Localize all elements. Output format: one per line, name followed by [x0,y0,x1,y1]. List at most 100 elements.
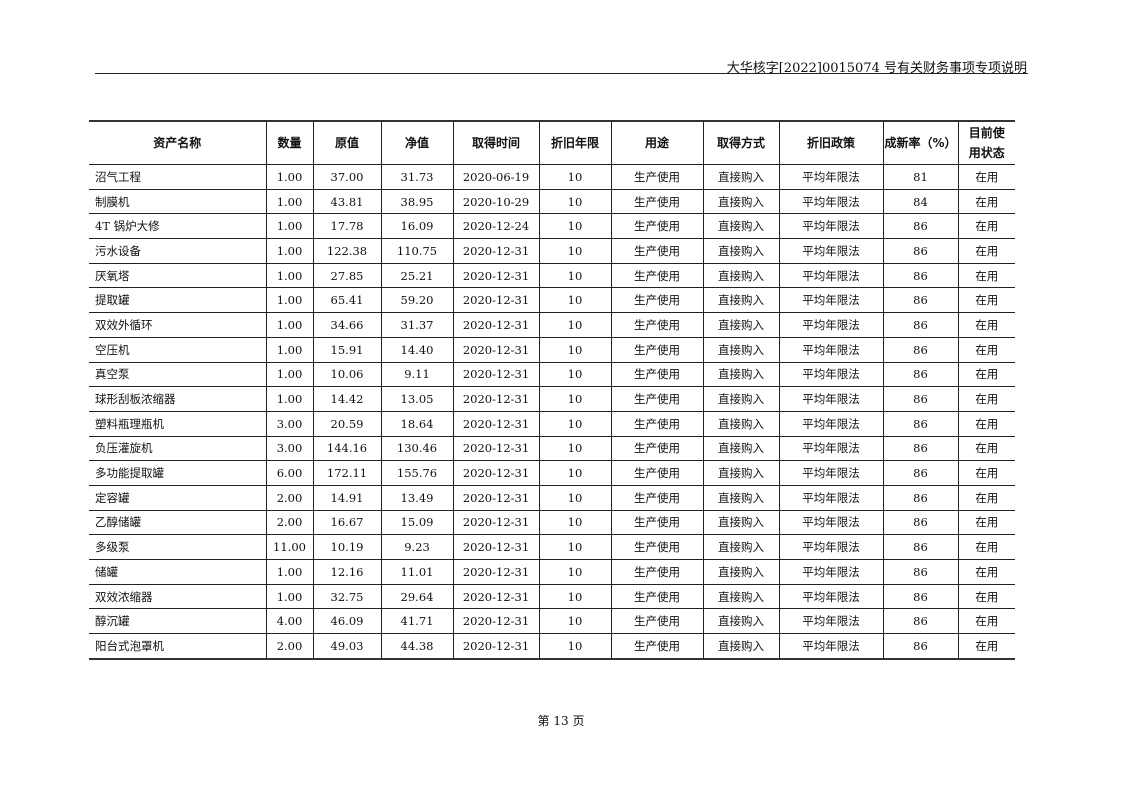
table-cell: 15.91 [312,336,382,363]
table-cell: 生产使用 [610,559,704,585]
table-cell: 平均年限法 [778,633,884,660]
table-cell: 1.00 [265,336,314,363]
table-cell: 18.64 [380,410,454,437]
table-cell: 生产使用 [610,312,704,338]
table-cell: 16.67 [312,509,382,536]
table-cell: 平均年限法 [778,534,884,560]
table-cell: 10 [538,559,612,585]
table-cell: 直接购入 [702,188,780,215]
table-cell: 86 [882,608,959,635]
table-row: 制膜机 1.00 43.81 38.95 2020-10-29 10 生产使用 直接购入 平均年… [89,188,1015,215]
table-row: 负压灌旋机 3.00 144.16 130.46 2020-12-31 10 生产使用 直接购… [89,435,1015,462]
table-cell: 生产使用 [610,435,704,462]
table-cell: 1.00 [265,312,314,338]
table-row: 双效浓缩器 1.00 32.75 29.64 2020-12-31 10 生产使用 直接购入平… [89,583,1015,610]
table-cell: 4T 锅炉大修 [89,213,267,240]
table-cell: 2020-12-31 [452,435,540,462]
table-cell: 14.91 [312,484,382,511]
table-cell: 2020-12-31 [452,509,540,536]
table-cell: 平均年限法 [778,188,884,215]
header-divider [95,73,1028,74]
table-cell: 2020-12-31 [452,361,540,388]
table-cell: 2020-12-31 [452,312,540,338]
table-cell: 10 [538,608,612,635]
table-cell: 86 [882,559,959,585]
page-number: 第 13 页 [537,714,585,728]
table-cell: 2020-10-29 [452,188,540,215]
table-cell: 16.09 [380,213,454,240]
table-cell: 平均年限法 [778,238,884,264]
table-cell: 平均年限法 [778,509,884,536]
table-cell: 144.16 [312,435,382,462]
table-cell: 在用 [957,534,1015,560]
table-cell: 1.00 [265,164,314,190]
table-cell: 球形刮板浓缩器 [89,386,267,412]
table-cell: 31.73 [380,164,454,190]
table-cell: 2020-12-31 [452,238,540,264]
table-cell: 86 [882,386,959,412]
table-cell: 10 [538,361,612,388]
table-cell: 在用 [957,164,1015,190]
table-cell: 在用 [957,633,1015,660]
table-cell: 10 [538,213,612,240]
table-cell: 在用 [957,386,1015,412]
table-cell: 86 [882,583,959,610]
table-cell: 平均年限法 [778,287,884,314]
table-cell: 直接购入 [702,287,780,314]
table-cell: 2020-12-31 [452,559,540,585]
table-row: 提取罐 1.00 65.41 59.20 2020-12-31 10 生产使用 直接购入 平均年… [89,287,1015,314]
table-cell: 平均年限法 [778,583,884,610]
table-cell: 10 [538,410,612,437]
table-row: 塑料瓶理瓶机 3.00 20.59 18.64 2020-12-31 10 生产使用 直接购入… [89,410,1015,437]
table-row: 定容罐 2.00 14.91 13.49 2020-12-31 10 生产使用 直接购入 平均年… [89,484,1015,511]
column-header: 资产名称 [89,120,267,165]
running-header: 大华核字[2022]0015074 号有关财务事项专项说明 [726,61,1027,76]
table-cell: 10 [538,386,612,412]
table-cell: 86 [882,484,959,511]
table-cell: 直接购入 [702,583,780,610]
table-cell: 15.09 [380,509,454,536]
table-cell: 直接购入 [702,460,780,486]
table-cell: 平均年限法 [778,386,884,412]
table-cell: 在用 [957,238,1015,264]
table-cell: 46.09 [312,608,382,635]
table-cell: 10.06 [312,361,382,388]
table-cell: 44.38 [380,633,454,660]
table-cell: 86 [882,336,959,363]
table-row: 阳台式泡罩机 2.00 49.03 44.38 2020-12-31 10 生产使用 直接购入… [89,633,1015,660]
table-row: 厌氧塔 1.00 27.85 25.21 2020-12-31 10 生产使用 直接购入 平均年… [89,262,1015,289]
table-cell: 9.23 [380,534,454,560]
table-cell: 29.64 [380,583,454,610]
table-cell: 86 [882,534,959,560]
table-cell: 86 [882,238,959,264]
table-cell: 在用 [957,460,1015,486]
table-cell: 提取罐 [89,287,267,314]
table-cell: 10 [538,262,612,289]
table-cell: 直接购入 [702,164,780,190]
table-cell: 86 [882,460,959,486]
table-cell: 平均年限法 [778,559,884,585]
table-cell: 10 [538,238,612,264]
table-cell: 生产使用 [610,336,704,363]
table-cell: 生产使用 [610,287,704,314]
table-cell: 生产使用 [610,460,704,486]
table-cell: 11.00 [265,534,314,560]
table-row: 污水设备 1.00 122.38 110.75 2020-12-31 10 生产使用 直接购入… [89,238,1015,264]
table-cell: 34.66 [312,312,382,338]
table-cell: 1.00 [265,287,314,314]
table-cell: 9.11 [380,361,454,388]
table-cell: 59.20 [380,287,454,314]
table-cell: 储罐 [89,559,267,585]
table-cell: 10.19 [312,534,382,560]
column-header: 成新率（%） [882,120,959,165]
table-cell: 负压灌旋机 [89,435,267,462]
table-cell: 在用 [957,435,1015,462]
table-row: 空压机 1.00 15.91 14.40 2020-12-31 10 生产使用 直接购入 平均年… [89,336,1015,363]
table-row: 醇沉罐 4.00 46.09 41.71 2020-12-31 10 生产使用 直接购入 平均年… [89,608,1015,635]
table-cell: 1.00 [265,559,314,585]
column-header: 取得方式 [702,120,780,165]
table-cell: 平均年限法 [778,336,884,363]
table-cell: 1.00 [265,213,314,240]
table-cell: 86 [882,287,959,314]
table-cell: 10 [538,287,612,314]
